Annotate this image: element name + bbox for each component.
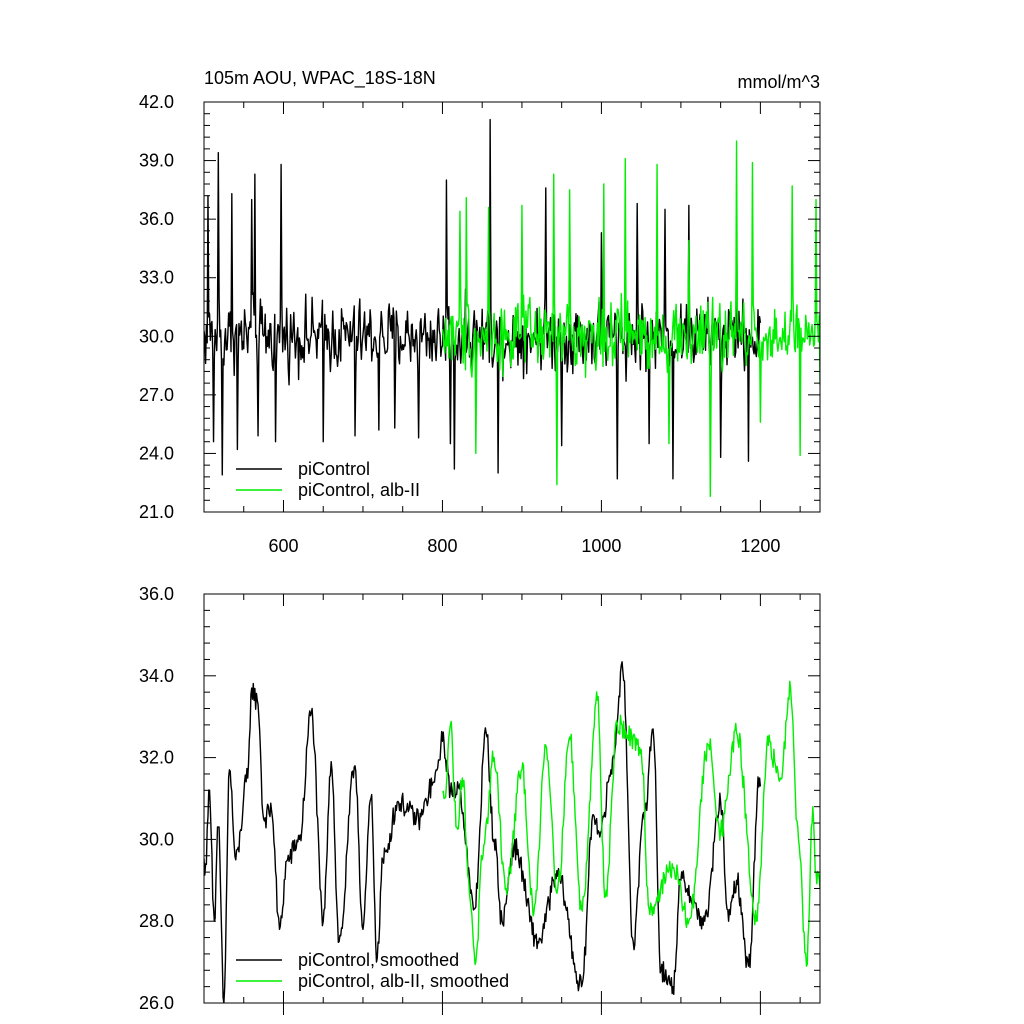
legend-label: piControl, smoothed: [298, 950, 459, 970]
chart-title: 105m AOU, WPAC_18S-18N: [204, 68, 436, 89]
y-tick-label: 39.0: [139, 151, 174, 171]
legend-label: piControl, alb-II, smoothed: [298, 971, 509, 991]
y-tick-label: 21.0: [139, 502, 174, 522]
y-tick-label: 33.0: [139, 268, 174, 288]
series-line-picontrol-alb-ii: [441, 140, 820, 498]
y-tick-label: 30.0: [139, 829, 174, 849]
y-tick-label: 34.0: [139, 666, 174, 686]
x-tick-label: 1000: [581, 536, 621, 556]
series-line-picontrol: [204, 118, 762, 480]
bottom-panel: 26.0 28.0 30.0 32.0 34.0 36.0 piControl, smoot…: [139, 584, 821, 1015]
legend-label: piControl: [298, 459, 370, 479]
x-tick-label: 600: [268, 536, 298, 556]
x-tick-label: 800: [427, 536, 457, 556]
series-line-picontrol-alb-ii-smoothed: [441, 680, 820, 967]
y-tick-label: 42.0: [139, 92, 174, 112]
y-tick-label: 28.0: [139, 911, 174, 931]
series-group: [204, 118, 820, 498]
top-panel: 21.0 24.0 27.0 30.0 33.0 36.0 39.0 42.0 600 800 10…: [139, 68, 821, 556]
series-line-picontrol-smoothed: [204, 661, 762, 1003]
y-tick-label: 32.0: [139, 748, 174, 768]
y-tick-label: 24.0: [139, 443, 174, 463]
y-tick-label: 36.0: [139, 209, 174, 229]
x-tick-label: 1200: [740, 536, 780, 556]
legend-label: piControl, alb-II: [298, 480, 420, 500]
series-group: [204, 661, 820, 1003]
plot-frame: [203, 593, 821, 1004]
plot-frame: [203, 101, 821, 513]
chart-units: mmol/m^3: [738, 72, 820, 92]
y-tick-label: 26.0: [139, 993, 174, 1013]
y-tick-label: 27.0: [139, 385, 174, 405]
y-tick-label: 36.0: [139, 584, 174, 604]
y-tick-label: 30.0: [139, 326, 174, 346]
